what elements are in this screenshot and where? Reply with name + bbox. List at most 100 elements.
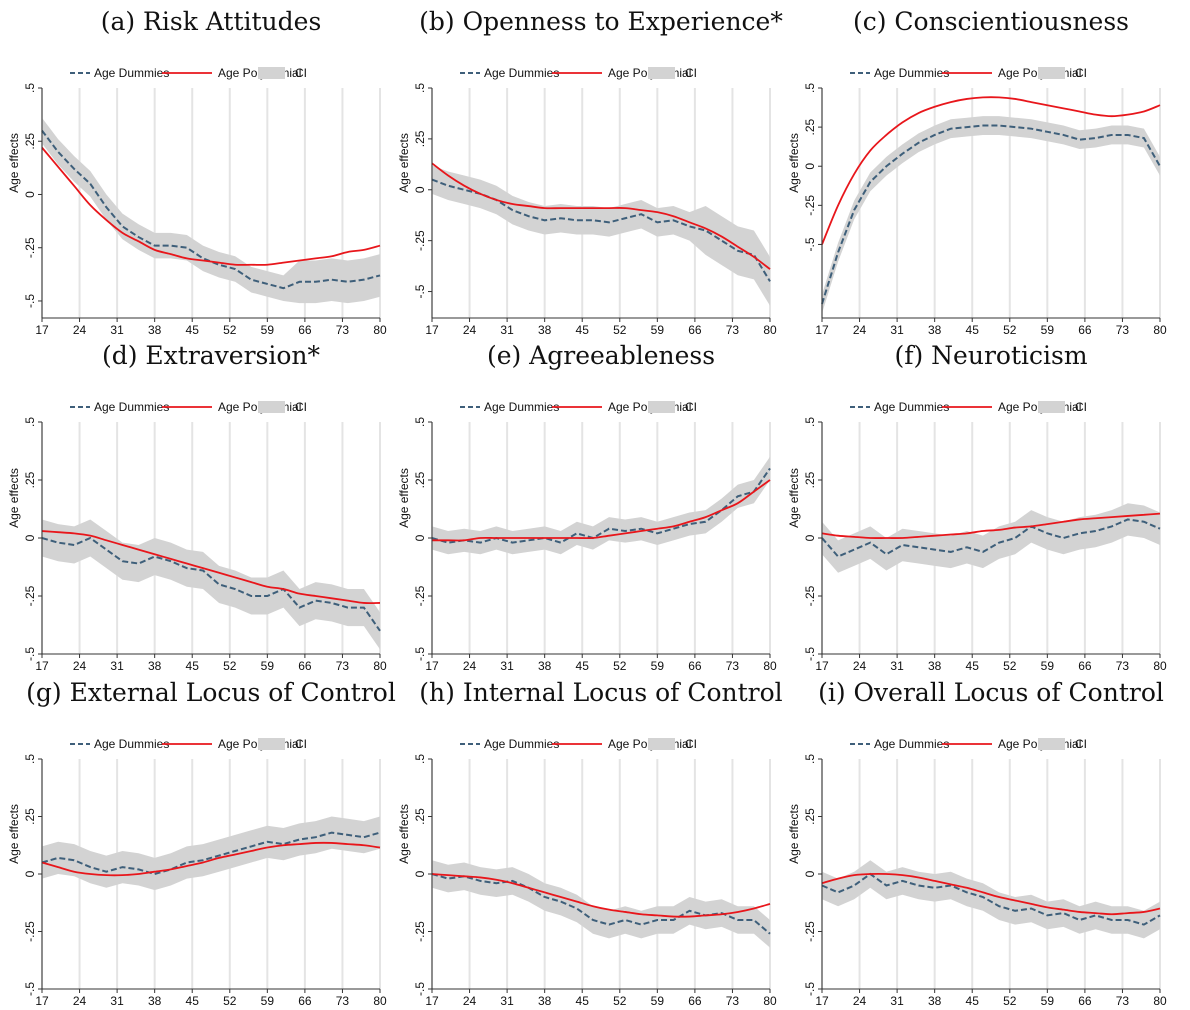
y-tick-label: .25 (23, 471, 37, 488)
panel-title: (c) Conscientiousness (853, 7, 1129, 36)
age-dummies-line (41, 831, 381, 876)
y-axis-label: Age effects (7, 133, 21, 193)
y-tick-label: 0 (803, 163, 817, 170)
legend-swatch (258, 67, 285, 79)
x-tick-label: 45 (186, 659, 200, 673)
x-tick-label: 73 (1116, 659, 1130, 673)
x-tick-label: 24 (853, 659, 867, 673)
y-tick-label: -.5 (413, 647, 427, 661)
y-tick-label: 0 (23, 534, 37, 541)
age-polynomial-line (821, 96, 1161, 245)
age-dummies-line (821, 518, 1161, 558)
x-tick-label: 31 (500, 659, 514, 673)
y-axis-label: Age effects (787, 133, 801, 193)
x-tick-label: 66 (1078, 659, 1092, 673)
x-tick-label: 31 (500, 323, 514, 337)
x-tick-label: 66 (298, 659, 312, 673)
y-tick-label: 0 (803, 870, 817, 877)
x-tick-label: 45 (576, 323, 590, 337)
ci-band (42, 117, 380, 304)
legend-swatch (648, 401, 675, 413)
x-tick-label: 38 (538, 994, 552, 1008)
age-polynomial-line (41, 530, 381, 605)
x-tick-label: 17 (425, 659, 439, 673)
x-tick-label: 17 (815, 659, 829, 673)
ci-band (42, 519, 380, 650)
x-tick-label: 59 (261, 659, 275, 673)
x-tick-label: 31 (890, 659, 904, 673)
y-tick-label: .5 (413, 754, 427, 764)
y-tick-label: .5 (803, 417, 817, 427)
legend-label: Age Dummies (94, 737, 169, 751)
legend-label: Age Dummies (874, 400, 949, 414)
x-tick-label: 45 (576, 994, 590, 1008)
x-tick-label: 24 (853, 323, 867, 337)
legend-label: Age Dummies (484, 66, 559, 80)
x-tick-label: 52 (223, 323, 237, 337)
x-tick-label: 73 (726, 323, 740, 337)
x-tick-label: 31 (890, 323, 904, 337)
x-tick-label: 31 (890, 994, 904, 1008)
x-tick-label: 24 (463, 323, 477, 337)
x-tick-label: 52 (223, 994, 237, 1008)
x-tick-label: 59 (1041, 994, 1055, 1008)
x-tick-label: 52 (1003, 659, 1017, 673)
x-tick-label: 80 (373, 323, 387, 337)
y-tick-label: -.5 (803, 982, 817, 996)
x-tick-label: 80 (373, 994, 387, 1008)
x-tick-label: 17 (815, 323, 829, 337)
y-axis-label: Age effects (397, 804, 411, 864)
y-axis-label: Age effects (7, 804, 21, 864)
legend-label: Age Dummies (874, 737, 949, 751)
y-axis-label: Age effects (7, 468, 21, 528)
x-tick-label: 73 (726, 659, 740, 673)
x-tick-label: 45 (186, 994, 200, 1008)
y-tick-label: .25 (803, 808, 817, 825)
x-tick-label: 66 (1078, 994, 1092, 1008)
y-axis-label: Age effects (397, 133, 411, 193)
x-tick-label: 31 (500, 994, 514, 1008)
ci-band (822, 860, 1160, 939)
x-tick-label: 73 (336, 994, 350, 1008)
legend-label: CI (1075, 737, 1087, 751)
x-tick-label: 66 (298, 323, 312, 337)
legend-label: CI (1075, 66, 1087, 80)
x-tick-label: 80 (763, 994, 777, 1008)
panel: (g) External Locus of Control Age Dummies… (7, 678, 396, 1008)
ci-band (432, 165, 770, 306)
age-polynomial-line (41, 147, 381, 266)
x-tick-label: 52 (1003, 994, 1017, 1008)
x-tick-label: 17 (35, 994, 49, 1008)
y-tick-label: .25 (803, 118, 817, 135)
panel-title: (i) Overall Locus of Control (818, 678, 1164, 707)
y-tick-label: 0 (413, 534, 427, 541)
x-tick-label: 17 (35, 659, 49, 673)
y-tick-label: -.25 (413, 921, 427, 942)
panel-title: (a) Risk Attitudes (101, 7, 322, 36)
x-tick-label: 38 (538, 323, 552, 337)
panel: (h) Internal Locus of Control Age Dummies… (397, 678, 783, 1008)
x-tick-label: 45 (966, 659, 980, 673)
y-tick-label: -.5 (803, 647, 817, 661)
x-tick-label: 73 (1116, 323, 1130, 337)
x-tick-label: 24 (463, 659, 477, 673)
panel-title: (g) External Locus of Control (26, 678, 396, 707)
x-tick-label: 80 (1153, 659, 1167, 673)
panel: (b) Openness to Experience* Age Dummies Ag… (397, 7, 783, 337)
legend-swatch (1038, 738, 1065, 750)
x-tick-label: 66 (688, 659, 702, 673)
x-tick-label: 73 (726, 994, 740, 1008)
x-tick-label: 80 (763, 323, 777, 337)
age-dummies-line (821, 872, 1161, 926)
x-tick-label: 31 (110, 323, 124, 337)
age-dummies-line (821, 124, 1161, 305)
x-tick-label: 80 (763, 659, 777, 673)
y-tick-label: 0 (23, 870, 37, 877)
x-tick-label: 80 (1153, 323, 1167, 337)
x-tick-label: 24 (853, 994, 867, 1008)
age-polynomial-line (821, 872, 1161, 916)
x-tick-label: 38 (928, 994, 942, 1008)
